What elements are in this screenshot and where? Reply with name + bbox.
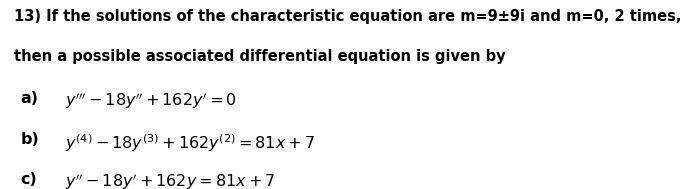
Text: then a possible associated differential equation is given by: then a possible associated differential …: [14, 49, 505, 64]
Text: $y^{(4)} - 18y^{(3)} + 162y^{(2)} = 81x + 7$: $y^{(4)} - 18y^{(3)} + 162y^{(2)} = 81x …: [65, 132, 315, 154]
Text: b): b): [20, 132, 39, 147]
Text: c): c): [20, 172, 38, 187]
Text: a): a): [20, 91, 38, 106]
Text: $y''' - 18y'' + 162y' = 0$: $y''' - 18y'' + 162y' = 0$: [65, 91, 236, 111]
Text: $y'' - 18y' + 162y = 81x + 7$: $y'' - 18y' + 162y = 81x + 7$: [65, 172, 275, 189]
Text: 13) If the solutions of the characteristic equation are m=9±9i and m=0, 2 times,: 13) If the solutions of the characterist…: [14, 9, 681, 24]
